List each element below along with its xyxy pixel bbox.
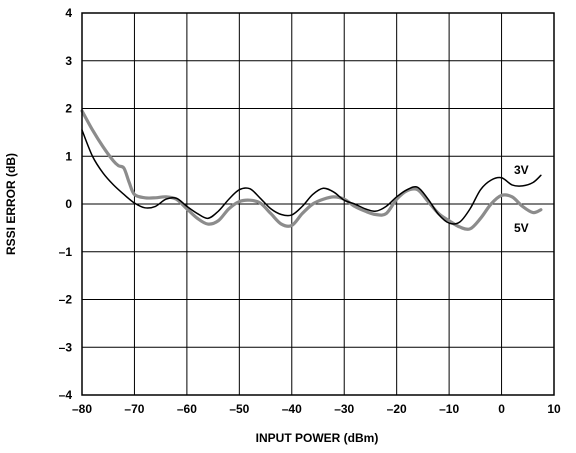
x-tick-label: –80 xyxy=(72,402,92,416)
series-label-3V: 3V xyxy=(514,163,529,177)
y-tick-label: 0 xyxy=(65,197,72,211)
x-tick-label: 10 xyxy=(547,402,561,416)
series-label-5V: 5V xyxy=(514,221,529,235)
x-tick-label: –40 xyxy=(282,402,302,416)
plot-frame xyxy=(81,12,555,396)
series-labels: 3V 5V xyxy=(514,163,529,235)
x-tick-labels: –80 –70 –60 –50 –40 –30 –20 –10 0 10 xyxy=(72,402,561,416)
y-tick-label: 1 xyxy=(65,149,72,163)
y-tick-label: –2 xyxy=(59,293,73,307)
y-tick-label: 2 xyxy=(65,102,72,116)
x-tick-label: 0 xyxy=(498,402,505,416)
series-layer xyxy=(80,109,543,231)
y-tick-labels: –4 –3 –2 –1 0 1 2 3 4 xyxy=(59,6,73,402)
series-line-3V xyxy=(81,129,542,225)
x-tick-label: –60 xyxy=(177,402,197,416)
grid xyxy=(81,12,555,396)
y-tick-label: –3 xyxy=(59,340,73,354)
x-tick-label: –30 xyxy=(334,402,354,416)
x-tick-label: –10 xyxy=(439,402,459,416)
y-axis-label: RSSI ERROR (dB) xyxy=(4,153,18,255)
x-tick-label: –70 xyxy=(124,402,144,416)
y-tick-label: –4 xyxy=(59,388,73,402)
x-axis-label: INPUT POWER (dBm) xyxy=(256,431,379,445)
y-tick-label: –1 xyxy=(59,245,73,259)
x-tick-label: –50 xyxy=(229,402,249,416)
y-tick-label: 3 xyxy=(65,54,72,68)
y-tick-label: 4 xyxy=(65,6,72,20)
series-line-5V xyxy=(80,109,543,231)
x-tick-label: –20 xyxy=(387,402,407,416)
